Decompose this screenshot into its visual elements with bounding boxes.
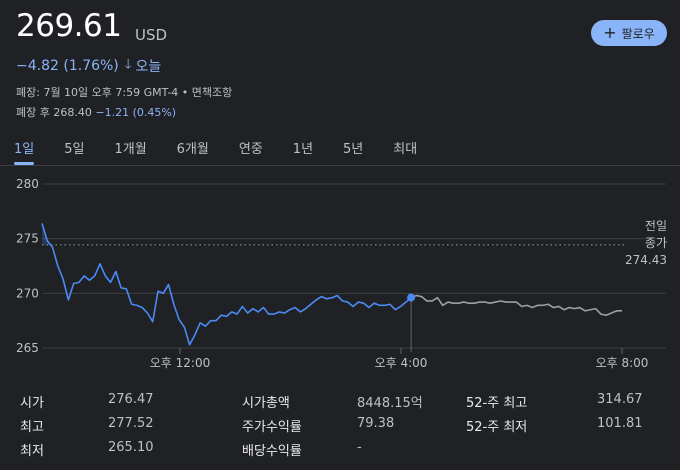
stat-value: 8448.15억 <box>357 396 423 411</box>
after-hours-price: 268.40 <box>53 106 92 119</box>
tab-5[interactable]: 1년 <box>292 142 314 157</box>
x-tick-label: 오후 12:00 <box>150 356 210 370</box>
stat-label: 최고 <box>20 420 44 435</box>
stat-value: 79.38 <box>357 416 395 431</box>
plus-icon: + <box>603 23 617 42</box>
stat-label: 시가 <box>20 396 44 411</box>
change-value: −4.82 (1.76%) <box>16 58 119 74</box>
stat-label: 52-주 최고 <box>466 396 528 411</box>
stat-value: 276.47 <box>108 392 154 407</box>
stat-value: 277.52 <box>108 416 154 431</box>
tab-2[interactable]: 1개월 <box>114 142 147 157</box>
tab-6[interactable]: 5년 <box>343 142 364 157</box>
stat-value: 314.67 <box>597 392 643 407</box>
close-info: 폐장: 7월 10일 오후 7:59 GMT-4 • 면책조항 <box>16 86 233 99</box>
tab-7[interactable]: 최대 <box>393 142 418 157</box>
follow-button[interactable]: + 팔로우 <box>591 20 667 46</box>
y-tick-label: 275 <box>16 232 39 246</box>
prev-close-label: 종가 <box>645 236 667 250</box>
prev-close-label: 전일 <box>645 219 667 233</box>
y-tick-label: 270 <box>16 286 39 300</box>
stat-value: - <box>357 440 362 455</box>
tab-0[interactable]: 1일 <box>14 136 35 165</box>
range-tabs: 1일 5일 1개월 6개월 연중 1년 5년 최대 <box>14 136 447 165</box>
after-hours-label: 폐장 후 <box>16 106 50 119</box>
tab-4[interactable]: 연중 <box>238 142 263 157</box>
x-tick-label: 오후 4:00 <box>375 356 428 370</box>
after-hours-line <box>410 294 622 316</box>
regular-session-line <box>41 223 412 346</box>
y-tick-label: 280 <box>16 177 39 191</box>
stat-value: 101.81 <box>597 416 643 431</box>
after-hours-change: −1.21 (0.45%) <box>95 106 177 119</box>
change-period: 오늘 <box>135 59 162 75</box>
price-change: −4.82 (1.76%) 🡓 오늘 <box>16 55 161 77</box>
stat-value: 265.10 <box>108 440 154 455</box>
stat-label: 최저 <box>20 444 44 459</box>
x-tick-label: 오후 8:00 <box>596 356 649 370</box>
stat-label: 시가총액 <box>242 396 290 411</box>
tab-divider <box>0 165 680 166</box>
follow-button-label: 팔로우 <box>621 26 655 41</box>
y-tick-label: 265 <box>16 341 39 355</box>
stock-price: 269.61 <box>16 8 122 44</box>
tab-1[interactable]: 5일 <box>64 142 85 157</box>
prev-close-label: 274.43 <box>625 253 667 267</box>
tab-3[interactable]: 6개월 <box>176 142 209 157</box>
market-close-dot <box>407 293 416 302</box>
currency-label: USD <box>135 26 168 44</box>
arrow-down-icon: 🡓 <box>124 57 132 72</box>
stat-label: 52-주 최저 <box>466 420 528 435</box>
area-above-prev-close <box>42 223 412 245</box>
after-hours-info: 폐장 후 268.40 −1.21 (0.45%) <box>16 104 176 120</box>
stat-label: 주가수익률 <box>242 420 302 435</box>
stat-label: 배당수익률 <box>242 444 302 459</box>
